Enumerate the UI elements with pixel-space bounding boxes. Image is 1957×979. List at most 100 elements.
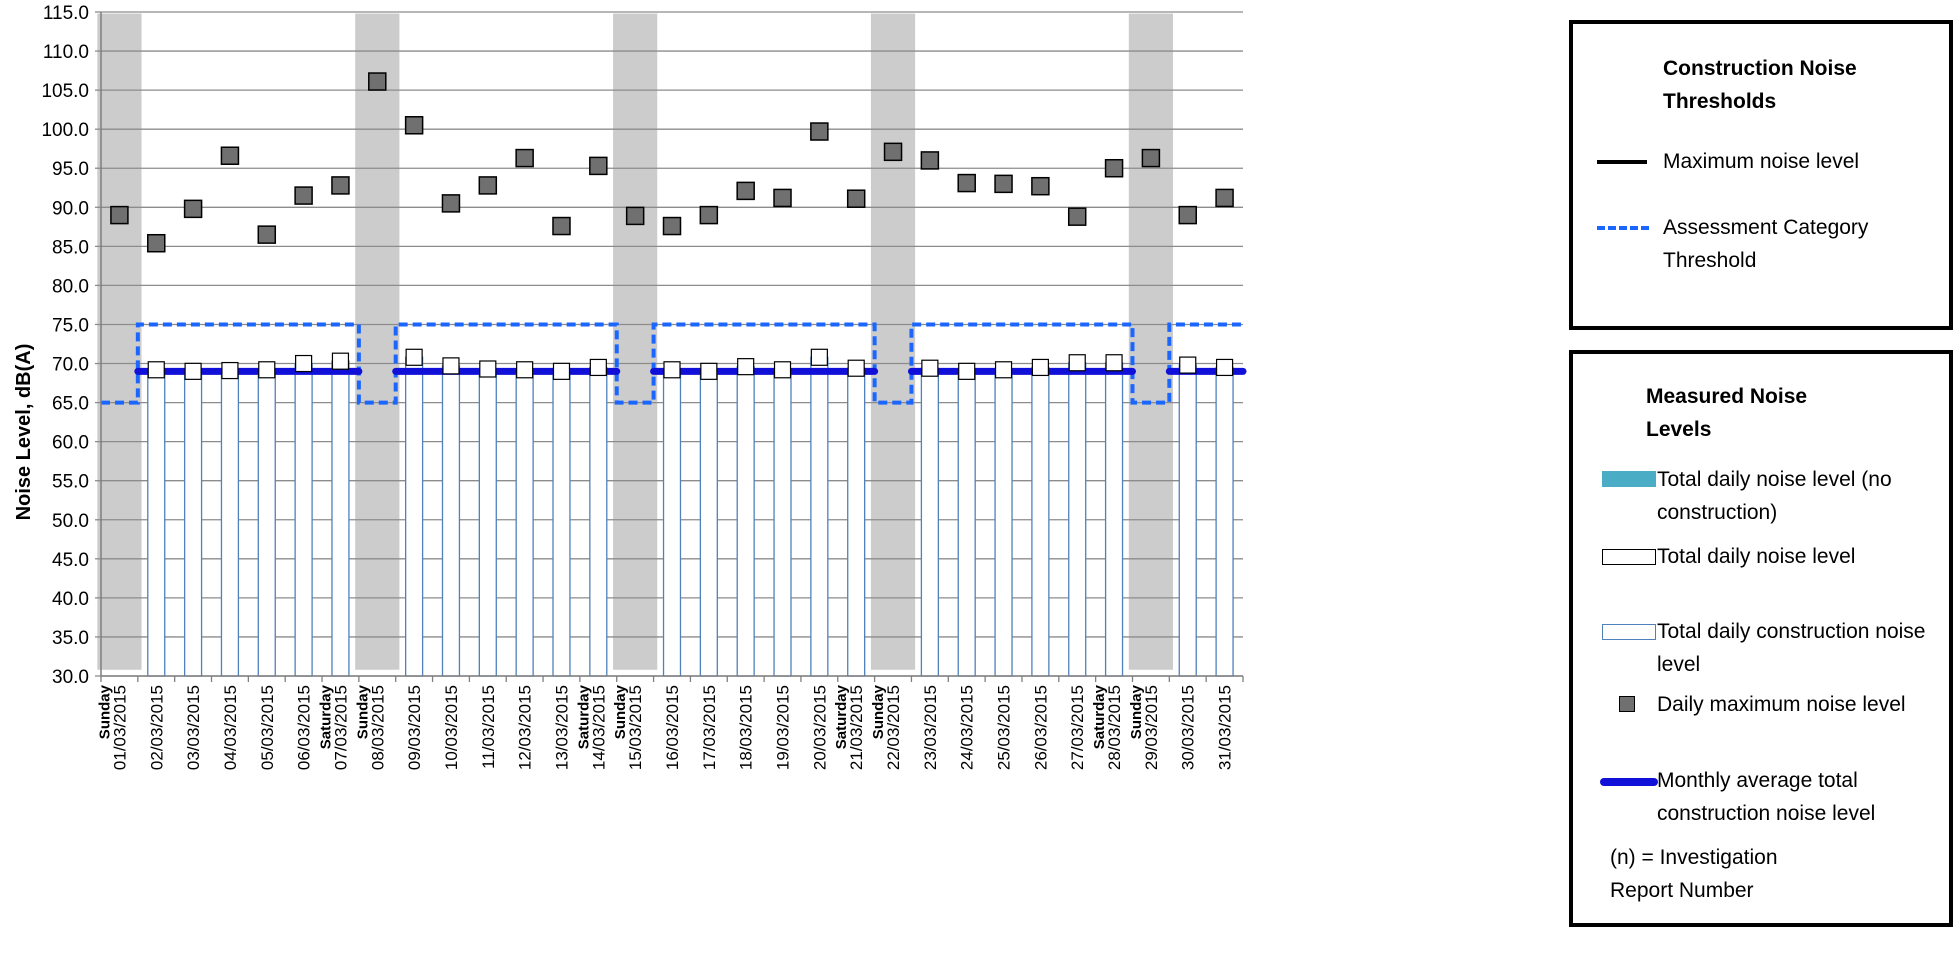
daily-max-marker-13/03/2015 [552, 216, 571, 236]
daily-max-marker-01/03/2015 [110, 205, 129, 225]
total-daily-markers [147, 348, 1234, 380]
construction-bar-16/03/2015 [662, 369, 682, 677]
construction-bar-24/03/2015 [957, 370, 976, 677]
maximum-noise-level-swatch [1597, 160, 1647, 164]
construction-bar-05/03/2015 [257, 369, 276, 677]
y-tick-labels: 30.0 35.0 40.0 45.0 50.0 55.0 60.0 65.0 70.0 75.0… [41, 3, 89, 688]
daily-max-marker-04/03/2015 [220, 146, 240, 165]
legend-total-label: Total daily noise level [1657, 545, 1856, 568]
xtick-label-02/03/2015: 02/03/2015 [147, 685, 166, 770]
xtick-label-11/03/2015: 11/03/2015 [479, 685, 498, 769]
xday-label-14/03/2015: Saturday [575, 684, 592, 749]
construction-bar-23/03/2015 [920, 367, 939, 677]
ytick-label: 65.0 [52, 394, 89, 415]
daily-max-marker-20/03/2015 [810, 122, 829, 141]
sunday-shade-29/03/2015 [1128, 13, 1174, 670]
ytick-label: 80.0 [52, 276, 89, 297]
daily-max-marker-17/03/2015 [699, 205, 719, 225]
daily-max-marker-09/03/2015 [404, 116, 424, 135]
daily-maximum-markers [110, 72, 1234, 253]
construction-swatch [1602, 624, 1656, 640]
xday-label-28/03/2015: Saturday [1091, 684, 1108, 749]
legend-thresholds: Construction Noise Thresholds Maximum no… [1569, 20, 1953, 330]
legend-measured-title: Measured Noise Levels [1646, 385, 1808, 441]
total-daily-marker-19/03/2015 [773, 361, 792, 379]
construction-bar-17/03/2015 [699, 370, 718, 677]
xtick-label-03/03/2015: 03/03/2015 [184, 685, 203, 770]
xday-label-01/03/2015: Sunday [96, 684, 113, 739]
sunday-shading-layer [97, 13, 1174, 670]
xtick-label-01/03/2015: 01/03/2015 [110, 685, 129, 770]
total-daily-marker-07/03/2015 [331, 352, 350, 370]
daily-max-marker-19/03/2015 [773, 188, 792, 208]
daily-max-marker-06/03/2015 [294, 186, 313, 205]
construction-bar-04/03/2015 [220, 369, 240, 677]
total-daily-marker-05/03/2015 [258, 361, 276, 379]
construction-bar-03/03/2015 [183, 370, 203, 677]
construction-bar-12/03/2015 [515, 369, 534, 677]
ytick-label: 115.0 [43, 3, 89, 24]
xtick-label-13/03/2015: 13/03/2015 [552, 685, 571, 770]
no-construction-swatch [1602, 471, 1656, 487]
xday-label-15/03/2015: Sunday [612, 684, 629, 739]
legend-average-label: Monthly average total construction noise… [1657, 769, 1876, 825]
total-daily-marker-11/03/2015 [479, 360, 497, 378]
construction-bar-09/03/2015 [405, 356, 424, 677]
total-daily-marker-21/03/2015 [847, 359, 865, 377]
xtick-label-30/03/2015: 30/03/2015 [1179, 685, 1198, 770]
xtick-label-23/03/2015: 23/03/2015 [921, 685, 940, 770]
ytick-label: 95.0 [52, 159, 89, 180]
xtick-label-04/03/2015: 04/03/2015 [221, 685, 240, 770]
total-daily-marker-31/03/2015 [1215, 358, 1234, 377]
sunday-shade-15/03/2015 [613, 13, 658, 670]
total-daily-marker-25/03/2015 [994, 361, 1013, 379]
construction-bar-19/03/2015 [773, 369, 792, 677]
y-axis-label: Noise Level, dB(A) [13, 344, 35, 521]
xtick-label-20/03/2015: 20/03/2015 [810, 685, 829, 770]
xtick-label-05/03/2015: 05/03/2015 [258, 685, 277, 770]
xtick-label-06/03/2015: 06/03/2015 [295, 685, 314, 770]
xtick-label-31/03/2015: 31/03/2015 [1216, 685, 1235, 770]
assessment-threshold-path [101, 322, 1243, 405]
legend-assessment-label: Assessment Category Threshold [1663, 216, 1869, 272]
total-daily-marker-24/03/2015 [958, 362, 976, 380]
daily-max-marker-11/03/2015 [478, 176, 498, 195]
sunday-shade-01/03/2015 [97, 13, 142, 670]
xtick-label-25/03/2015: 25/03/2015 [995, 685, 1014, 770]
daily-max-marker-23/03/2015 [920, 151, 940, 170]
total-daily-marker-18/03/2015 [737, 358, 755, 376]
total-daily-marker-09/03/2015 [405, 348, 423, 366]
sunday-shade-08/03/2015 [355, 13, 400, 670]
legend-construction-label: Total daily construction noise level [1657, 620, 1926, 676]
construction-bar-25/03/2015 [994, 369, 1013, 677]
xday-label-08/03/2015: Sunday [354, 684, 371, 739]
xday-label-29/03/2015: Sunday [1128, 684, 1145, 739]
ytick-label: 35.0 [52, 628, 89, 649]
construction-bar-28/03/2015 [1104, 362, 1124, 677]
daily-max-marker-12/03/2015 [515, 148, 534, 168]
total-daily-marker-10/03/2015 [442, 357, 460, 375]
construction-bar-20/03/2015 [810, 356, 829, 677]
daily-max-marker-08/03/2015 [368, 72, 387, 91]
daily-max-marker-07/03/2015 [331, 176, 350, 195]
ytick-label: 45.0 [52, 550, 89, 571]
ytick-label: 105.0 [41, 81, 89, 102]
ytick-label: 70.0 [52, 355, 89, 376]
ytick-label: 60.0 [52, 433, 89, 454]
daily-max-marker-30/03/2015 [1178, 205, 1197, 225]
daily-max-marker-26/03/2015 [1031, 176, 1050, 196]
daily-max-marker-16/03/2015 [662, 216, 682, 236]
xtick-label-21/03/2015: 21/03/2015 [847, 685, 866, 770]
ytick-label: 110.0 [43, 42, 89, 63]
xtick-label-18/03/2015: 18/03/2015 [737, 685, 756, 770]
ytick-label: 40.0 [52, 589, 89, 610]
xtick-label-12/03/2015: 12/03/2015 [516, 685, 535, 770]
construction-bar-14/03/2015 [589, 366, 608, 677]
daily-max-marker-22/03/2015 [883, 142, 903, 162]
sunday-shade-22/03/2015 [870, 13, 916, 670]
total-daily-marker-16/03/2015 [663, 361, 681, 379]
xtick-label-09/03/2015: 09/03/2015 [405, 685, 424, 770]
daily-max-marker-21/03/2015 [846, 189, 866, 208]
total-daily-marker-12/03/2015 [516, 361, 534, 379]
